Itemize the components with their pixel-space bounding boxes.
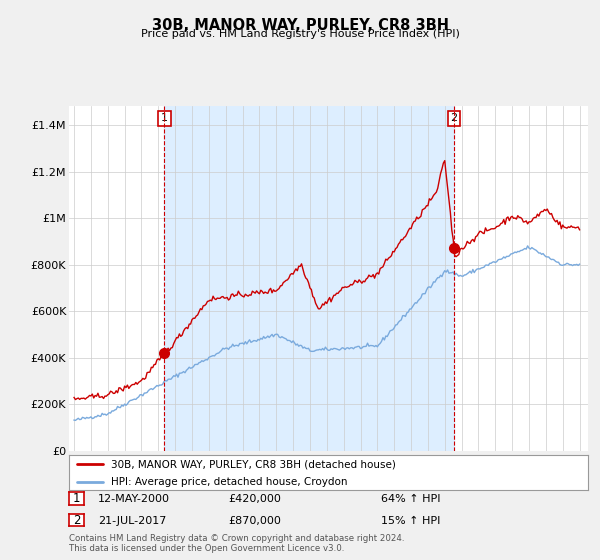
Text: 21-JUL-2017: 21-JUL-2017: [98, 516, 166, 526]
Text: HPI: Average price, detached house, Croydon: HPI: Average price, detached house, Croy…: [110, 477, 347, 487]
Text: 15% ↑ HPI: 15% ↑ HPI: [381, 516, 440, 526]
Text: 30B, MANOR WAY, PURLEY, CR8 3BH: 30B, MANOR WAY, PURLEY, CR8 3BH: [151, 18, 449, 33]
Text: £420,000: £420,000: [228, 494, 281, 504]
Text: Price paid vs. HM Land Registry's House Price Index (HPI): Price paid vs. HM Land Registry's House …: [140, 29, 460, 39]
Text: 30B, MANOR WAY, PURLEY, CR8 3BH (detached house): 30B, MANOR WAY, PURLEY, CR8 3BH (detache…: [110, 459, 395, 469]
Text: 1: 1: [73, 492, 80, 505]
Bar: [164, 106, 454, 451]
Text: £870,000: £870,000: [228, 516, 281, 526]
Text: 2: 2: [73, 514, 80, 527]
Text: 64% ↑ HPI: 64% ↑ HPI: [381, 494, 440, 504]
Text: 2: 2: [451, 114, 458, 123]
Text: 1: 1: [161, 114, 168, 123]
Text: Contains HM Land Registry data © Crown copyright and database right 2024.
This d: Contains HM Land Registry data © Crown c…: [69, 534, 404, 553]
Text: 12-MAY-2000: 12-MAY-2000: [98, 494, 170, 504]
